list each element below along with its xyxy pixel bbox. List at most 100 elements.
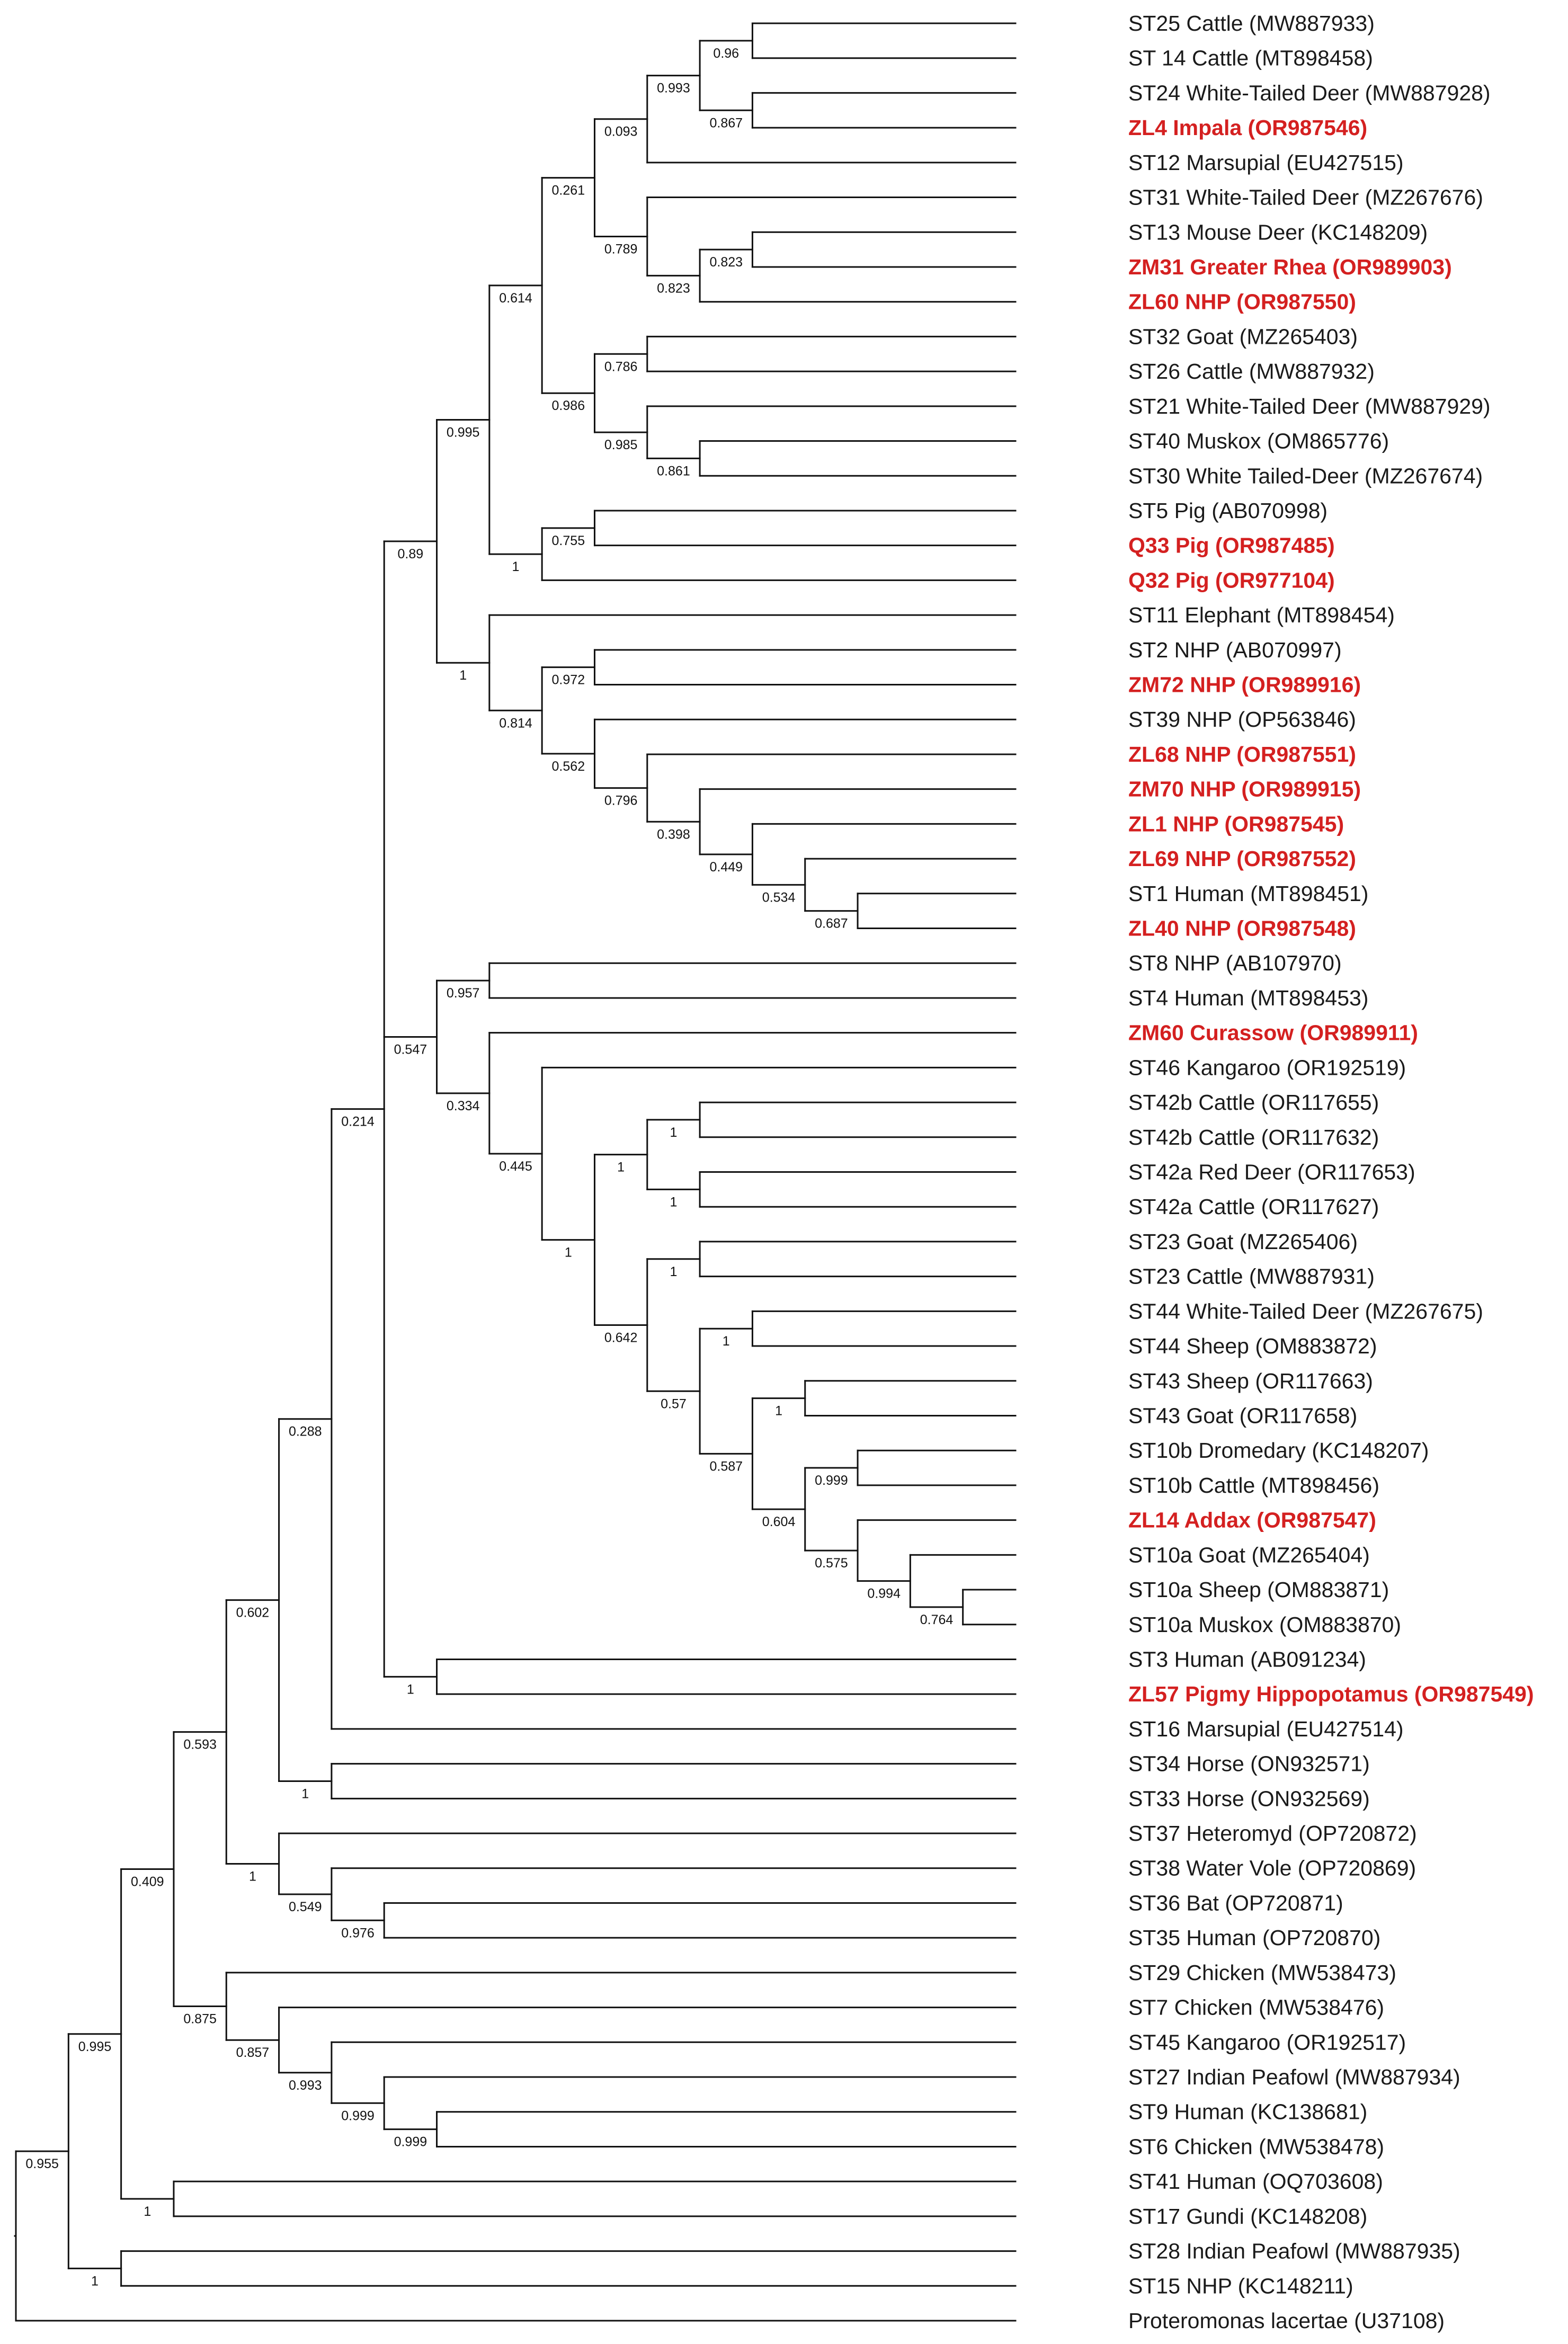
- leaf-label-45: ST10a Sheep (OM883871): [1128, 1577, 1389, 1602]
- support-value: 0.823: [657, 281, 690, 296]
- leaf-label-6: ST13 Mouse Deer (KC148209): [1128, 220, 1428, 244]
- leaf-label-61: ST6 Chicken (MW538478): [1128, 2134, 1384, 2159]
- leaf-label-32: ST42b Cattle (OR117632): [1128, 1125, 1379, 1149]
- leaf-label-37: ST44 White-Tailed Deer (MZ267675): [1128, 1299, 1483, 1323]
- support-value: 0.972: [552, 673, 585, 688]
- leaf-label-41: ST10b Dromedary (KC148207): [1128, 1438, 1429, 1463]
- support-value: 0.857: [236, 2045, 270, 2060]
- leaf-label-28: ST4 Human (MT898453): [1128, 986, 1368, 1010]
- leaf-label-50: ST34 Horse (ON932571): [1128, 1752, 1370, 1776]
- support-value: 0.976: [341, 1926, 375, 1940]
- leaf-label-39: ST43 Sheep (OR117663): [1128, 1369, 1373, 1393]
- leaf-label-48: ZL57 Pigmy Hippopotamus (OR987549): [1128, 1682, 1534, 1706]
- leaf-label-33: ST42a Red Deer (OR117653): [1128, 1160, 1415, 1184]
- leaf-label-17: ST11 Elephant (MT898454): [1128, 603, 1395, 627]
- support-value: 0.786: [604, 359, 638, 374]
- leaf-label-57: ST7 Chicken (MW538476): [1128, 1995, 1384, 2020]
- support-value: 0.994: [867, 1587, 901, 1601]
- support-value: 0.575: [815, 1556, 848, 1571]
- leaf-label-16: Q32 Pig (OR977104): [1128, 568, 1335, 592]
- leaf-label-34: ST42a Cattle (OR117627): [1128, 1195, 1379, 1219]
- leaf-label-58: ST45 Kangaroo (OR192517): [1128, 2030, 1406, 2054]
- support-value: 0.549: [289, 1900, 322, 1914]
- support-value: 0.764: [920, 1612, 954, 1627]
- support-value: 0.993: [289, 2078, 322, 2093]
- support-value: 0.214: [341, 1115, 375, 1129]
- leaf-label-36: ST23 Cattle (MW887931): [1128, 1264, 1375, 1289]
- leaf-label-43: ZL14 Addax (OR987547): [1128, 1508, 1376, 1532]
- leaf-label-55: ST35 Human (OP720870): [1128, 1926, 1380, 1950]
- support-value: 0.562: [552, 759, 585, 774]
- leaf-label-31: ST42b Cattle (OR117655): [1128, 1090, 1379, 1115]
- support-value: 0.547: [394, 1042, 427, 1057]
- leaf-label-25: ST1 Human (MT898451): [1128, 881, 1368, 906]
- leaf-label-20: ST39 NHP (OP563846): [1128, 707, 1356, 732]
- leaf-label-64: ST28 Indian Peafowl (MW887935): [1128, 2239, 1460, 2263]
- support-value: 0.334: [447, 1099, 480, 1113]
- support-value: 0.999: [394, 2135, 427, 2150]
- support-value: 0.57: [661, 1396, 687, 1411]
- support-value: 1: [91, 2274, 99, 2288]
- support-value: 0.823: [709, 255, 743, 270]
- leaf-label-10: ST26 Cattle (MW887932): [1128, 359, 1375, 384]
- leaf-label-49: ST16 Marsupial (EU427514): [1128, 1717, 1404, 1741]
- leaf-label-26: ZL40 NHP (OR987548): [1128, 916, 1356, 941]
- support-value: 0.96: [713, 46, 739, 61]
- leaf-label-4: ST12 Marsupial (EU427515): [1128, 150, 1404, 175]
- support-value: 0.955: [25, 2156, 59, 2171]
- support-value: 0.875: [183, 2012, 217, 2027]
- leaf-label-30: ST46 Kangaroo (OR192519): [1128, 1055, 1406, 1080]
- leaf-label-47: ST3 Human (AB091234): [1128, 1647, 1366, 1671]
- support-value: 1: [617, 1160, 625, 1175]
- support-value: 0.993: [657, 81, 690, 96]
- leaf-label-62: ST41 Human (OQ703608): [1128, 2169, 1383, 2194]
- leaf-label-52: ST37 Heteromyd (OP720872): [1128, 1821, 1417, 1846]
- leaf-label-51: ST33 Horse (ON932569): [1128, 1786, 1370, 1811]
- leaf-label-7: ZM31 Greater Rhea (OR989903): [1128, 255, 1452, 279]
- support-value: 0.796: [604, 794, 638, 808]
- support-value: 0.999: [341, 2108, 375, 2123]
- support-value: 1: [407, 1682, 414, 1697]
- support-value: 0.755: [552, 533, 585, 548]
- leaf-label-42: ST10b Cattle (MT898456): [1128, 1473, 1379, 1498]
- support-value: 0.999: [815, 1473, 848, 1488]
- leaf-label-14: ST5 Pig (AB070998): [1128, 498, 1328, 523]
- leaf-label-54: ST36 Bat (OP720871): [1128, 1891, 1343, 1915]
- leaf-label-66: Proteromonas lacertae (U37108): [1128, 2309, 1445, 2333]
- leaf-label-9: ST32 Goat (MZ265403): [1128, 324, 1358, 349]
- support-value: 0.861: [657, 464, 690, 478]
- support-value: 1: [565, 1245, 572, 1260]
- support-value: 1: [670, 1195, 677, 1209]
- leaf-label-40: ST43 Goat (OR117658): [1128, 1403, 1357, 1428]
- support-value: 0.288: [289, 1424, 322, 1439]
- support-value: 0.995: [78, 2039, 112, 2054]
- support-value: 0.867: [709, 115, 743, 130]
- leaf-label-5: ST31 White-Tailed Deer (MZ267676): [1128, 185, 1483, 210]
- leaf-label-3: ZL4 Impala (OR987546): [1128, 115, 1367, 140]
- support-value: 1: [301, 1786, 309, 1801]
- support-value: 0.587: [709, 1459, 743, 1474]
- leaf-label-24: ZL69 NHP (OR987552): [1128, 846, 1356, 871]
- support-value: 0.789: [604, 242, 638, 256]
- leaf-label-53: ST38 Water Vole (OP720869): [1128, 1856, 1416, 1880]
- leaf-label-2: ST24 White-Tailed Deer (MW887928): [1128, 81, 1491, 105]
- support-value: 0.985: [604, 438, 638, 452]
- leaf-label-60: ST9 Human (KC138681): [1128, 2100, 1367, 2124]
- support-value: 0.398: [657, 827, 690, 842]
- support-value: 0.604: [762, 1514, 796, 1529]
- support-value: 0.687: [815, 916, 848, 931]
- support-value: 1: [775, 1404, 782, 1419]
- support-value: 0.814: [499, 716, 532, 730]
- leaf-label-1: ST 14 Cattle (MT898458): [1128, 46, 1373, 70]
- leaf-label-46: ST10a Muskox (OM883870): [1128, 1612, 1401, 1637]
- support-value: 1: [723, 1334, 730, 1349]
- leaf-label-8: ZL60 NHP (OR987550): [1128, 290, 1356, 314]
- leaf-label-56: ST29 Chicken (MW538473): [1128, 1960, 1396, 1985]
- support-value: 1: [512, 559, 520, 574]
- support-value: 0.093: [604, 124, 638, 139]
- leaf-label-18: ST2 NHP (AB070997): [1128, 638, 1342, 662]
- leaf-label-23: ZL1 NHP (OR987545): [1128, 812, 1344, 836]
- support-value: 0.89: [398, 547, 424, 562]
- support-value: 0.957: [447, 986, 480, 1001]
- leaf-label-63: ST17 Gundi (KC148208): [1128, 2204, 1367, 2229]
